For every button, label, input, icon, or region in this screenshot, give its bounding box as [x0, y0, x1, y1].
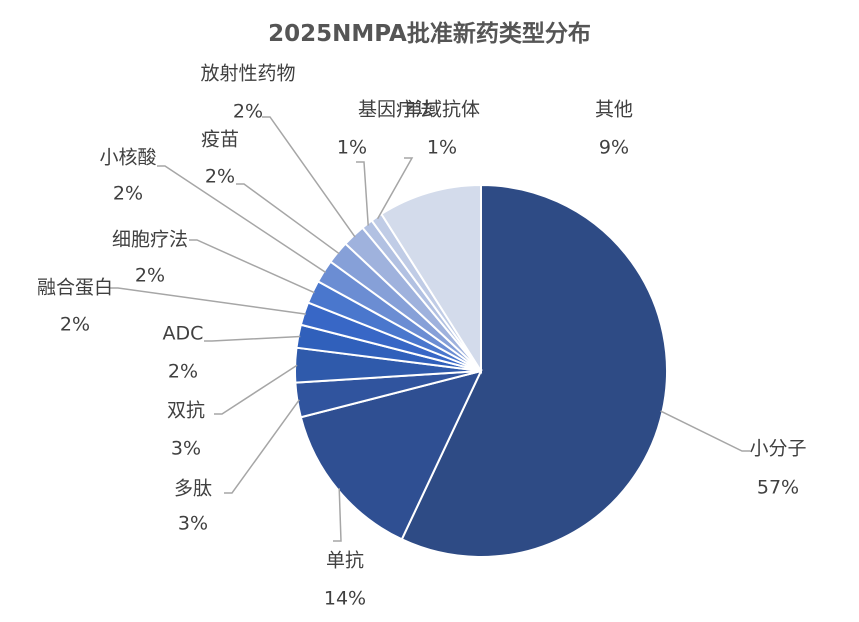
leader-line	[110, 287, 307, 315]
slice-label: 小核酸	[99, 147, 156, 169]
slice-label: 融合蛋白	[37, 277, 113, 299]
chart-title: 2025NMPA批准新药类型分布	[268, 21, 591, 47]
leader-lines	[110, 116, 750, 542]
slice-percent-label: 3%	[178, 513, 208, 535]
slice-label: 疫苗	[201, 129, 239, 151]
slice-label: ADC	[163, 323, 204, 345]
leader-line	[262, 116, 356, 238]
slice-percent-label: 2%	[60, 314, 90, 336]
leader-line	[214, 364, 298, 415]
leader-line	[376, 157, 414, 220]
leader-line	[157, 165, 327, 274]
slice-label: 基因疗法	[358, 99, 434, 121]
leader-line	[356, 161, 369, 226]
leader-line	[189, 239, 315, 294]
slice-label: 其他	[595, 99, 633, 121]
slice-percent-label: 9%	[599, 137, 629, 159]
leader-line	[204, 335, 301, 342]
leader-line	[333, 488, 342, 542]
slice-percent-label: 14%	[324, 588, 366, 610]
leader-line	[224, 399, 300, 494]
slice-percent-label: 2%	[113, 183, 143, 205]
slice-label: 小分子	[749, 438, 806, 460]
slice-percent-label: 3%	[171, 438, 201, 460]
pie-slice	[299, 369, 483, 541]
slice-labels: 小分子 57% 单抗 14% 多肽 3% 双抗 3% ADC 2% 融合蛋白 2% 细胞疗法 2% 小核酸 2…	[37, 63, 807, 610]
slice-label: 放射性药物	[200, 63, 295, 85]
slice-percent-label: 2%	[205, 166, 235, 188]
slice-label: 双抗	[167, 400, 205, 422]
slice-percent-label: 2%	[135, 265, 165, 287]
pie-slices	[294, 183, 668, 558]
slice-percent-label: 2%	[168, 361, 198, 383]
slice-label: 单抗	[326, 550, 364, 572]
slice-percent-label: 1%	[337, 137, 367, 159]
slice-percent-label: 2%	[233, 101, 263, 123]
slice-percent-label: 57%	[757, 477, 799, 499]
slice-label: 多肽	[174, 478, 212, 500]
slice-percent-label: 1%	[427, 137, 457, 159]
slice-label: 单域抗体	[404, 99, 480, 121]
slice-label: 细胞疗法	[112, 229, 188, 251]
leader-line	[236, 183, 340, 255]
pie-slice	[379, 183, 482, 375]
leader-line	[660, 410, 750, 452]
